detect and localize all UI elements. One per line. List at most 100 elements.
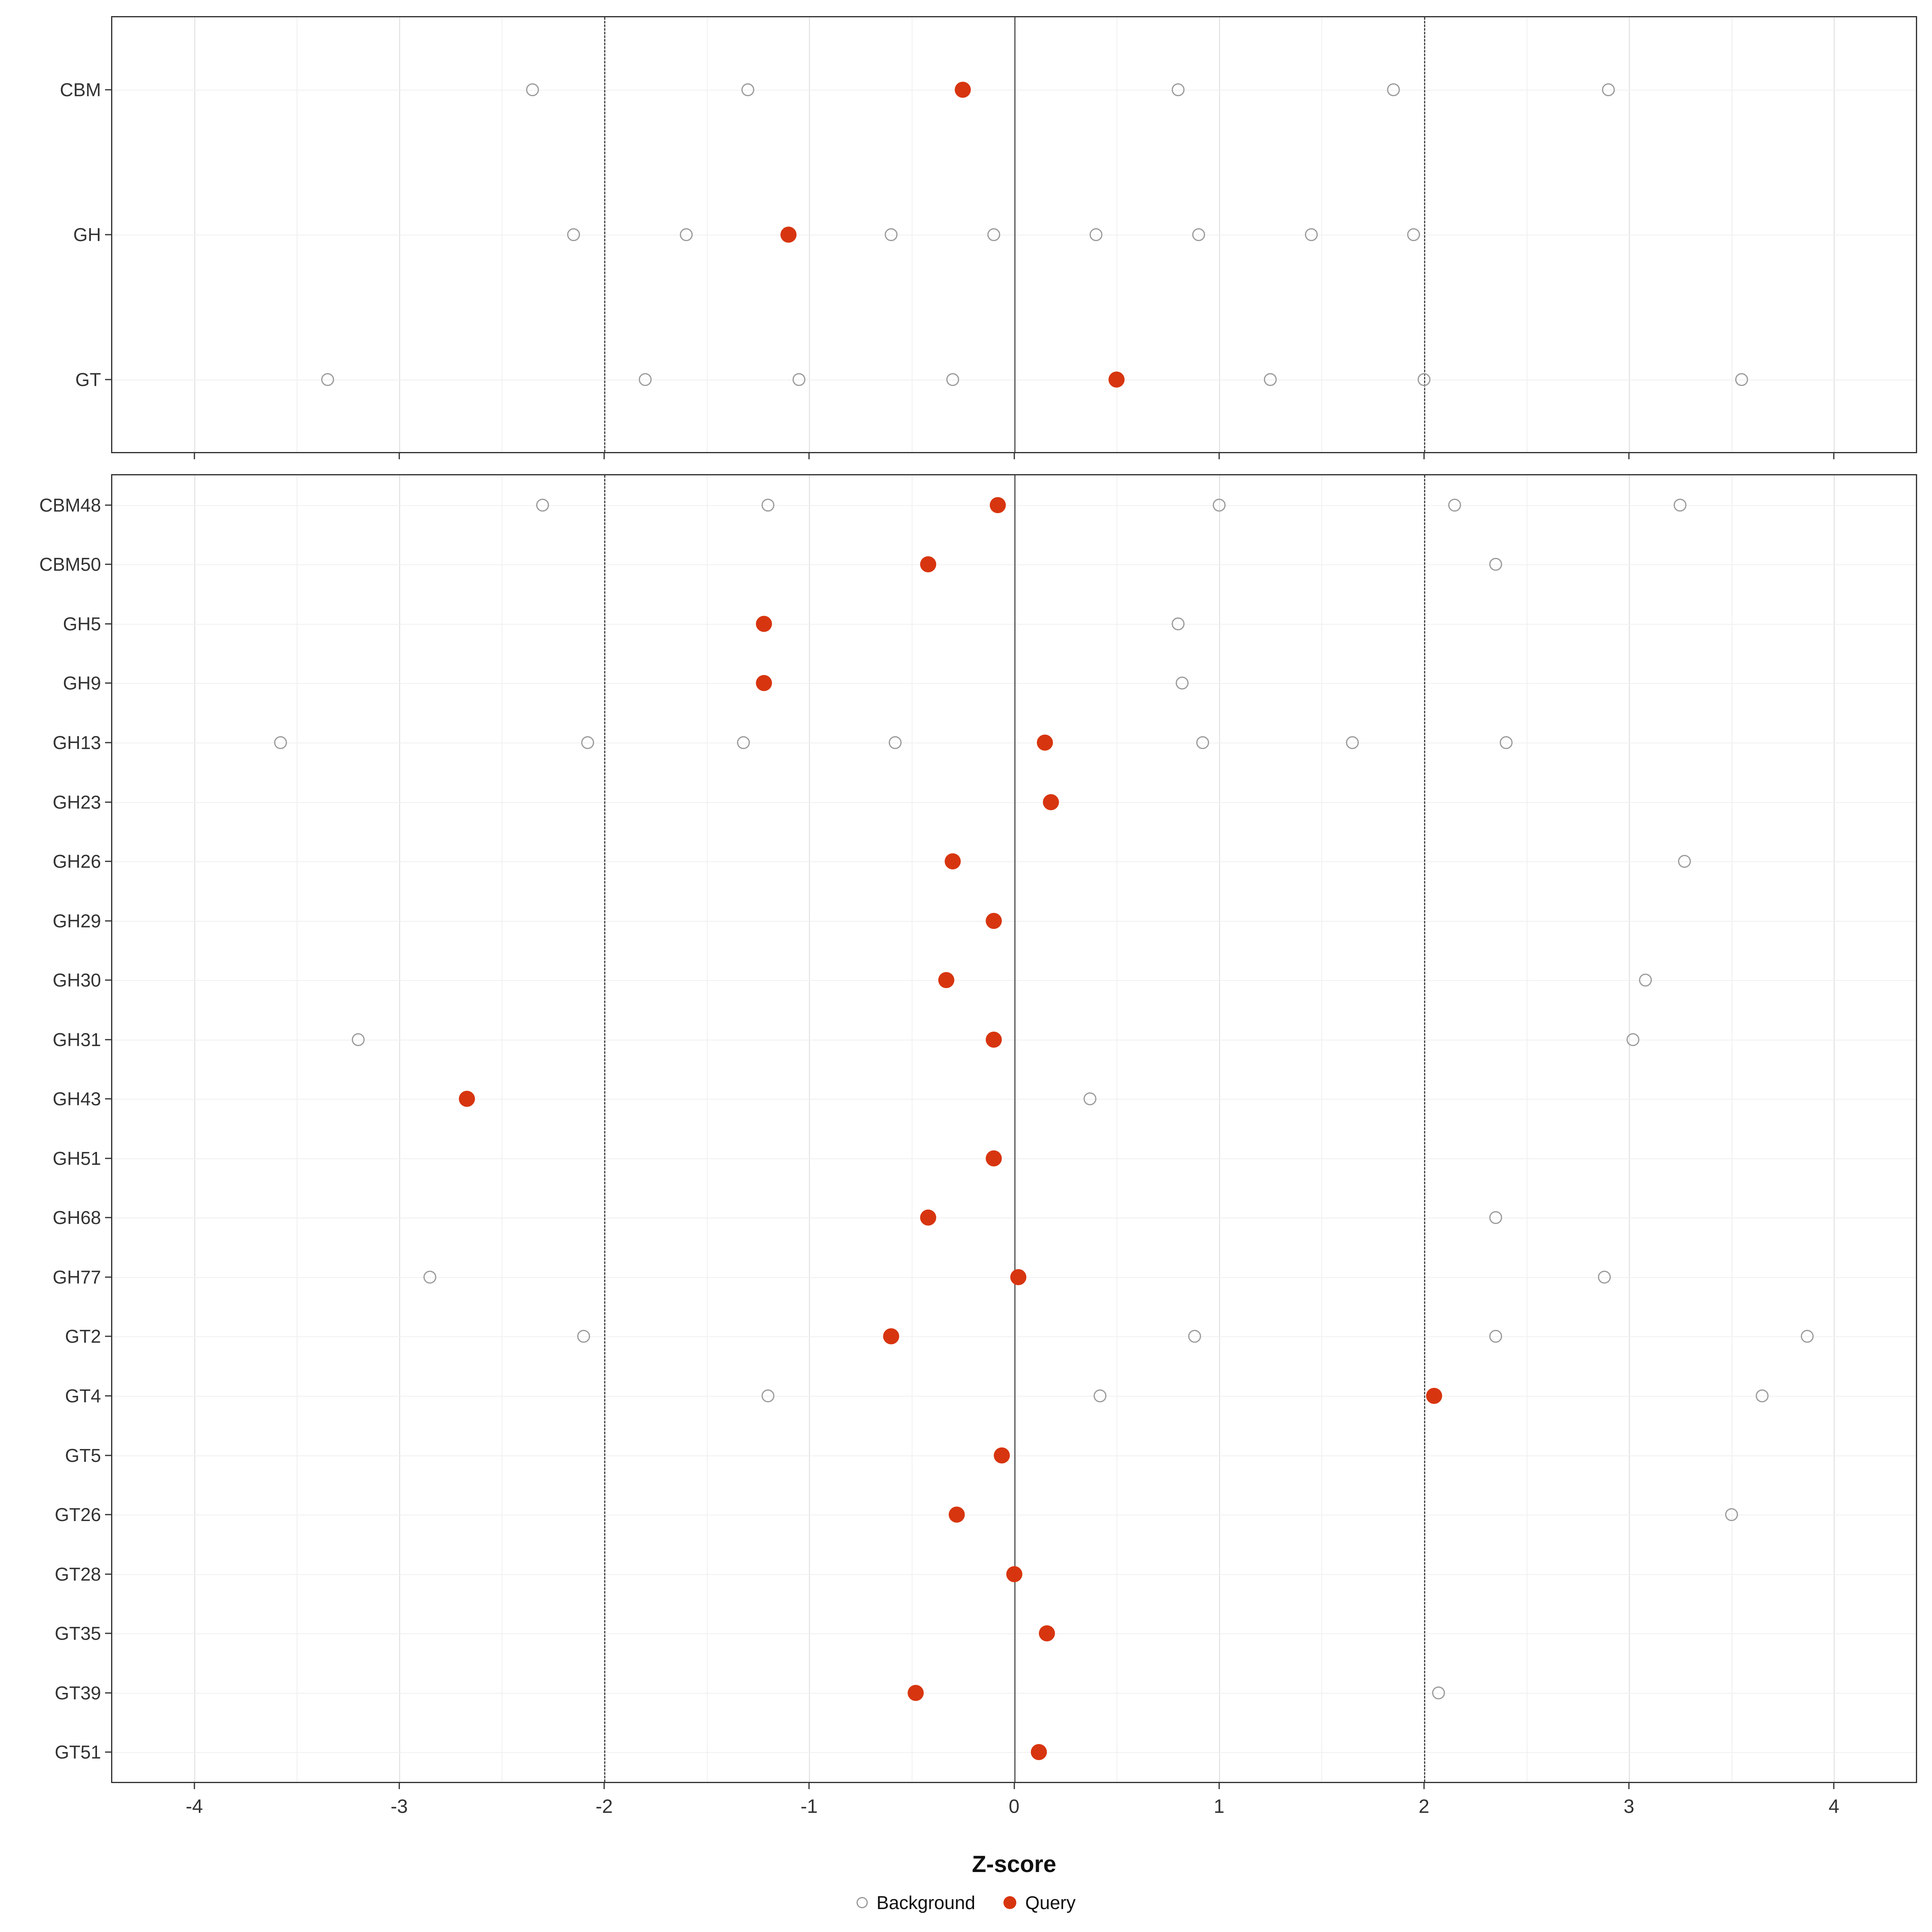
- x-axis-tick-label: 4: [1828, 1796, 1839, 1817]
- gridline-major: [1219, 475, 1220, 1782]
- y-axis-label: CBM: [60, 79, 101, 100]
- query-point: [1010, 1269, 1026, 1285]
- y-axis-tick: [105, 742, 112, 743]
- panel-family-summary: CBM GH GT: [60, 16, 1917, 459]
- x-axis-tick: [1013, 1782, 1015, 1789]
- x-axis-tick: [603, 452, 605, 459]
- y-axis-label: GH77: [52, 1266, 101, 1288]
- legend-item-background: Background: [856, 1892, 976, 1913]
- reference-line-dashed: [1424, 17, 1425, 452]
- legend-label: Background: [876, 1892, 976, 1913]
- y-axis-label: GH9: [63, 673, 101, 694]
- gridline-minor: [706, 475, 708, 1782]
- y-axis-tick: [105, 379, 112, 380]
- background-point: [737, 736, 750, 749]
- x-axis-tick: [808, 452, 810, 459]
- background-point: [1417, 373, 1430, 386]
- y-axis-tick: [105, 1395, 112, 1397]
- y-axis-label: GT35: [54, 1623, 101, 1644]
- x-axis-tick: [398, 452, 400, 459]
- x-axis-tick: [1013, 452, 1015, 459]
- background-point: [1305, 228, 1318, 241]
- panel-family-detail: CBM48 CBM50 GH5 GH9 GH13 GH23 GH26 GH29 GH30 GH31…: [39, 474, 1917, 1817]
- background-point: [638, 373, 652, 386]
- gridline-major: [399, 475, 400, 1782]
- x-axis-tick: [1423, 1782, 1425, 1789]
- x-axis-tick: [1218, 452, 1220, 459]
- y-axis-label: GH29: [52, 910, 101, 931]
- background-point: [1448, 498, 1461, 512]
- x-axis-tick-label: 3: [1623, 1796, 1635, 1817]
- query-point: [985, 1150, 1002, 1166]
- background-point: [526, 83, 539, 96]
- background-point: [1407, 228, 1420, 241]
- y-axis-label: GH30: [52, 970, 101, 991]
- y-axis-label: GT: [75, 369, 101, 390]
- y-axis-label: GT51: [54, 1742, 101, 1763]
- x-axis-tick: [194, 1782, 195, 1789]
- background-point: [1387, 83, 1400, 96]
- background-point: [884, 228, 898, 241]
- query-point: [756, 675, 772, 691]
- query-point: [955, 82, 971, 98]
- query-point: [985, 912, 1002, 929]
- query-point: [1036, 734, 1053, 751]
- background-point: [1094, 1389, 1107, 1402]
- gridline-major: [194, 475, 195, 1782]
- y-axis-tick: [105, 234, 112, 235]
- background-point: [1489, 1211, 1503, 1224]
- background-point: [1639, 974, 1652, 987]
- query-point: [989, 497, 1006, 513]
- query-point: [756, 615, 772, 632]
- background-point: [679, 228, 693, 241]
- background-point: [1432, 1686, 1445, 1699]
- x-axis-tick: [1423, 452, 1425, 459]
- gridline-major: [809, 475, 810, 1782]
- background-point: [1489, 558, 1503, 571]
- background-point: [1674, 498, 1687, 512]
- background-point: [1212, 498, 1226, 512]
- query-point: [920, 556, 936, 573]
- reference-line-dashed: [604, 17, 606, 452]
- background-point: [1192, 228, 1205, 241]
- background-point: [1499, 736, 1513, 749]
- y-axis-tick: [105, 564, 112, 565]
- y-axis-tick: [105, 861, 112, 862]
- y-axis-label: GT26: [54, 1504, 101, 1525]
- query-point: [938, 972, 955, 989]
- background-point: [536, 498, 549, 512]
- x-axis-tick: [398, 1782, 400, 1789]
- query-point: [780, 227, 797, 243]
- y-axis-tick: [105, 89, 112, 91]
- x-axis-tick-label: 0: [1009, 1796, 1020, 1817]
- background-point: [889, 736, 902, 749]
- y-axis-label: CBM50: [39, 554, 101, 575]
- x-axis-tick-label: -2: [595, 1796, 613, 1817]
- background-point: [1264, 373, 1277, 386]
- background-point: [1801, 1330, 1814, 1343]
- y-axis-label: GH68: [52, 1207, 101, 1228]
- y-axis-tick: [105, 504, 112, 506]
- background-point: [1171, 617, 1185, 630]
- y-axis-label: GH43: [52, 1088, 101, 1110]
- y-axis-tick: [105, 1158, 112, 1159]
- y-axis-tick: [105, 1751, 112, 1753]
- x-axis-tick: [1628, 452, 1630, 459]
- y-axis-label: GH23: [52, 791, 101, 813]
- background-point: [581, 736, 594, 749]
- background-point: [762, 1389, 775, 1402]
- query-point-icon: [1003, 1896, 1017, 1909]
- legend-item-query: Query: [1003, 1892, 1075, 1913]
- background-point: [1176, 677, 1189, 690]
- y-axis-tick: [105, 801, 112, 803]
- y-axis-label: GH26: [52, 851, 101, 872]
- y-axis-tick: [105, 1573, 112, 1575]
- gridline-major: [1834, 475, 1835, 1782]
- y-axis-tick: [105, 623, 112, 625]
- background-point: [762, 498, 775, 512]
- background-point: [792, 373, 805, 386]
- background-point: [946, 373, 959, 386]
- y-axis-label: GT39: [54, 1682, 101, 1703]
- query-point: [993, 1447, 1010, 1463]
- background-point: [1598, 1270, 1611, 1284]
